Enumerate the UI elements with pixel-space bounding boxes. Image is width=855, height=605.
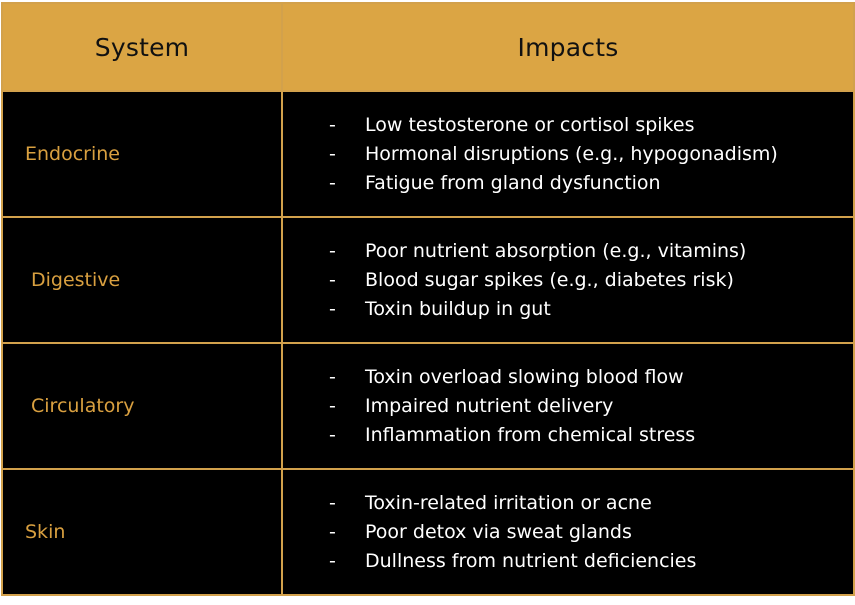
- impact-text: Hormonal disruptions (e.g., hypogonadism…: [365, 142, 778, 165]
- list-item: - Poor detox via sweat glands: [329, 518, 853, 547]
- impact-text: Toxin buildup in gut: [365, 297, 551, 320]
- impact-list: - Toxin-related irritation or acne - Poor …: [283, 489, 853, 576]
- impacts-cell-circulatory: - Toxin overload slowing blood flow - Impa…: [281, 342, 855, 470]
- impact-text: Toxin overload slowing blood flow: [365, 365, 684, 388]
- dash-bullet: -: [329, 549, 336, 572]
- list-item: - Impaired nutrient delivery: [329, 392, 853, 421]
- impacts-cell-skin: - Toxin-related irritation or acne - Poor …: [281, 468, 855, 596]
- list-item: - Fatigue from gland dysfunction: [329, 169, 853, 198]
- impact-text: Dullness from nutrient deficiencies: [365, 549, 697, 572]
- impact-text: Low testosterone or cortisol spikes: [365, 113, 695, 136]
- impact-text: Poor nutrient absorption (e.g., vitamins…: [365, 239, 747, 262]
- header-row: System Impacts: [1, 2, 855, 92]
- system-cell-skin: Skin: [1, 468, 283, 596]
- impact-list: - Poor nutrient absorption (e.g., vitamin…: [283, 237, 853, 324]
- list-item: - Blood sugar spikes (e.g., diabetes risk…: [329, 266, 853, 295]
- list-item: - Toxin-related irritation or acne: [329, 489, 853, 518]
- dash-bullet: -: [329, 394, 336, 417]
- table-row-circulatory: Circulatory - Toxin overload slowing bloo…: [1, 342, 855, 470]
- impact-text: Inflammation from chemical stress: [365, 423, 696, 446]
- list-item: - Low testosterone or cortisol spikes: [329, 111, 853, 140]
- impact-text: Toxin-related irritation or acne: [365, 491, 652, 514]
- dash-bullet: -: [329, 171, 336, 194]
- impact-list: - Low testosterone or cortisol spikes - Ho…: [283, 111, 853, 198]
- dash-bullet: -: [329, 268, 336, 291]
- dash-bullet: -: [329, 113, 336, 136]
- list-item: - Toxin buildup in gut: [329, 295, 853, 324]
- system-cell-circulatory: Circulatory: [1, 342, 283, 470]
- impact-list: - Toxin overload slowing blood flow - Impa…: [283, 363, 853, 450]
- impact-text: Poor detox via sweat glands: [365, 520, 632, 543]
- table-row-endocrine: Endocrine - Low testosterone or cortisol …: [1, 90, 855, 218]
- dash-bullet: -: [329, 239, 336, 262]
- dash-bullet: -: [329, 297, 336, 320]
- impact-text: Fatigue from gland dysfunction: [365, 171, 661, 194]
- dash-bullet: -: [329, 423, 336, 446]
- impact-text: Blood sugar spikes (e.g., diabetes risk): [365, 268, 734, 291]
- dash-bullet: -: [329, 365, 336, 388]
- system-cell-endocrine: Endocrine: [1, 90, 283, 218]
- dash-bullet: -: [329, 520, 336, 543]
- header-impacts: Impacts: [281, 2, 855, 92]
- list-item: - Poor nutrient absorption (e.g., vitamin…: [329, 237, 853, 266]
- header-system: System: [1, 2, 283, 92]
- impact-text: Impaired nutrient delivery: [365, 394, 614, 417]
- impacts-cell-digestive: - Poor nutrient absorption (e.g., vitamin…: [281, 216, 855, 344]
- system-cell-digestive: Digestive: [1, 216, 283, 344]
- list-item: - Inflammation from chemical stress: [329, 421, 853, 450]
- list-item: - Toxin overload slowing blood flow: [329, 363, 853, 392]
- list-item: - Dullness from nutrient deficiencies: [329, 547, 853, 576]
- list-item: - Hormonal disruptions (e.g., hypogonadis…: [329, 140, 853, 169]
- impacts-cell-endocrine: - Low testosterone or cortisol spikes - Ho…: [281, 90, 855, 218]
- dash-bullet: -: [329, 491, 336, 514]
- dash-bullet: -: [329, 142, 336, 165]
- table-row-skin: Skin - Toxin-related irritation or acne -…: [1, 468, 855, 596]
- table-row-digestive: Digestive - Poor nutrient absorption (e.g…: [1, 216, 855, 344]
